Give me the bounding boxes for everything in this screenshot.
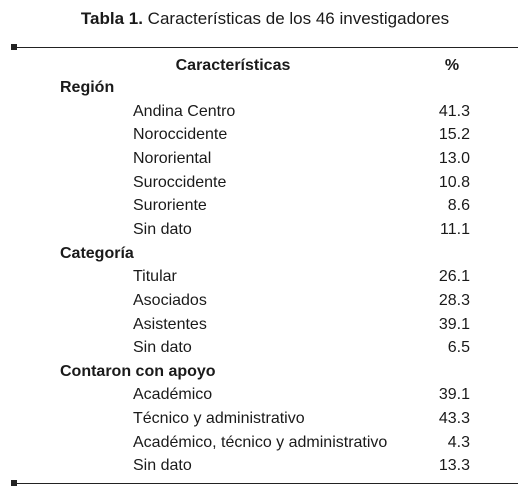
group-label: Contaron con apoyo (60, 362, 216, 380)
table-caption: Tabla 1. Características de los 46 inves… (0, 9, 530, 29)
caption-text: Características de los 46 investigadores (147, 9, 450, 28)
row-value: 11.1 (440, 220, 470, 238)
caption-label: Tabla 1. (80, 9, 143, 28)
row-value: 4.3 (447, 433, 470, 451)
row-value: 13.3 (438, 457, 470, 475)
row-label: Sin dato (133, 220, 192, 238)
row-label: Sin dato (133, 457, 192, 475)
row-value: 41.3 (438, 102, 470, 120)
header-cell: % (444, 57, 460, 74)
row-label: Sin dato (133, 339, 192, 357)
rule-marker (11, 44, 17, 50)
row-label: Andina Centro (133, 102, 236, 120)
group-label: Región (60, 79, 115, 96)
bottom-rule (12, 483, 518, 484)
row-value: 39.1 (438, 315, 470, 333)
row-label: Suroccidente (133, 173, 227, 191)
row-label: Técnico y administrativo (133, 410, 305, 428)
row-value: 43.3 (438, 410, 470, 428)
rule-marker (11, 480, 17, 486)
row-label: Suroriente (133, 197, 207, 215)
row-label: Asistentes (133, 315, 207, 333)
row-value: 10.8 (438, 173, 470, 191)
row-value: 15.2 (438, 126, 470, 144)
top-rule (12, 47, 518, 48)
row-label: Noroccidente (133, 126, 228, 144)
row-value: 8.6 (447, 197, 470, 215)
row-label: Asociados (133, 291, 207, 309)
header-cell: Características (175, 57, 291, 74)
row-label: Académico, técnico y administrativo (133, 433, 388, 451)
row-value: 6.5 (447, 339, 470, 357)
row-value: 13.0 (438, 149, 470, 167)
row-label: Nororiental (133, 149, 212, 167)
row-label: Titular (133, 268, 177, 286)
row-value: 28.3 (438, 291, 470, 309)
row-label: Académico (133, 386, 213, 404)
row-value: 39.1 (438, 386, 470, 404)
row-value: 26.1 (438, 268, 470, 286)
group-label: Categoría (60, 244, 134, 262)
